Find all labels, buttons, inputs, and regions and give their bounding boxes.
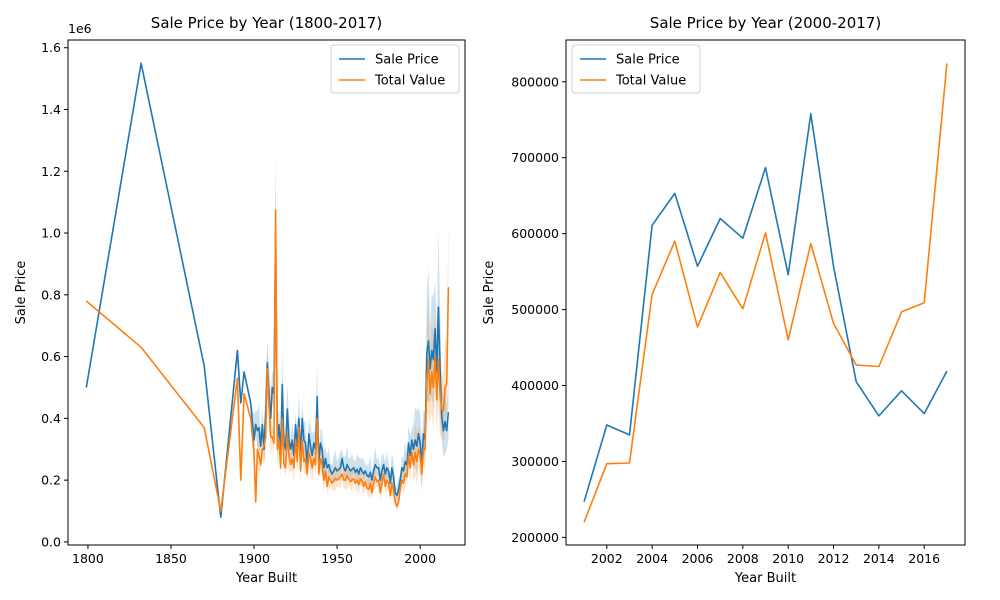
y-tick-label: 0.2 (41, 473, 61, 488)
chart-left-series-lines (85, 62, 450, 519)
legend-entry: Total Value (374, 74, 445, 89)
legend-entry: Total Value (615, 74, 686, 89)
x-tick-label: 1900 (238, 551, 270, 566)
chart-left-x-label: Year Built (235, 571, 297, 586)
y-tick-label: 300000 (511, 454, 559, 469)
chart-right-y-axis: 200000 300000 400000 500000 600000 700000 8000… (511, 74, 566, 545)
legend-entry: Sale Price (616, 53, 680, 68)
legend-entry: Sale Price (375, 53, 439, 68)
chart-left-offset-text: 1e6 (68, 21, 92, 36)
x-tick-label: 1850 (155, 551, 187, 566)
chart-left-x-axis: 1800 1850 1900 1950 2000 (72, 545, 436, 566)
x-tick-label: 2012 (818, 551, 850, 566)
x-tick-label: 2002 (591, 551, 623, 566)
series-line-total-value (583, 63, 948, 523)
y-tick-label: 200000 (511, 530, 559, 545)
series-line-sale-price (583, 112, 948, 502)
legend-frame (571, 44, 701, 94)
y-tick-label: 0.0 (41, 534, 61, 549)
chart-left-legend: Sale Price Total Value (330, 44, 460, 94)
y-tick-label: 700000 (511, 150, 559, 165)
chart-right-x-axis: 2002 2004 2006 2008 2010 2012 2014 2016 (591, 545, 940, 566)
y-tick-label: 800000 (511, 74, 559, 89)
chart-left-y-axis: 0.0 0.2 0.4 0.6 0.8 1.0 1.2 1.4 1.6 (41, 40, 68, 549)
x-tick-label: 2000 (404, 551, 436, 566)
y-tick-label: 600000 (511, 226, 559, 241)
y-tick-label: 1.2 (41, 164, 61, 179)
x-tick-label: 2006 (682, 551, 714, 566)
chart-left-y-label: Sale Price (14, 261, 29, 325)
y-tick-label: 0.8 (41, 287, 61, 302)
x-tick-label: 2014 (863, 551, 895, 566)
chart-right-title: Sale Price by Year (2000-2017) (650, 14, 881, 32)
chart-right-x-label: Year Built (734, 571, 796, 586)
y-tick-label: 1.0 (41, 226, 61, 241)
legend-frame (330, 44, 460, 94)
chart-right-legend: Sale Price Total Value (571, 44, 701, 94)
x-tick-label: 2008 (727, 551, 759, 566)
y-tick-label: 0.4 (41, 411, 61, 426)
chart-left: Sale Price by Year (1800-2017) 1e6 1800 1… (14, 14, 466, 586)
y-tick-label: 1.4 (41, 102, 61, 117)
chart-right-y-label: Sale Price (482, 261, 497, 325)
x-tick-label: 2010 (772, 551, 804, 566)
chart-right-frame (565, 39, 966, 546)
x-tick-label: 2016 (908, 551, 940, 566)
x-tick-label: 1950 (321, 551, 353, 566)
chart-left-frame (67, 39, 466, 546)
y-tick-label: 0.6 (41, 349, 61, 364)
y-tick-label: 400000 (511, 378, 559, 393)
y-tick-label: 500000 (511, 302, 559, 317)
series-line-total-value (85, 209, 450, 512)
chart-left-title: Sale Price by Year (1800-2017) (151, 14, 382, 32)
y-tick-label: 1.6 (41, 40, 61, 55)
chart-right: Sale Price by Year (2000-2017) 2002 2004 2… (482, 14, 966, 586)
chart-right-series-lines (583, 63, 948, 523)
x-tick-label: 1800 (72, 551, 104, 566)
x-tick-label: 2004 (636, 551, 668, 566)
